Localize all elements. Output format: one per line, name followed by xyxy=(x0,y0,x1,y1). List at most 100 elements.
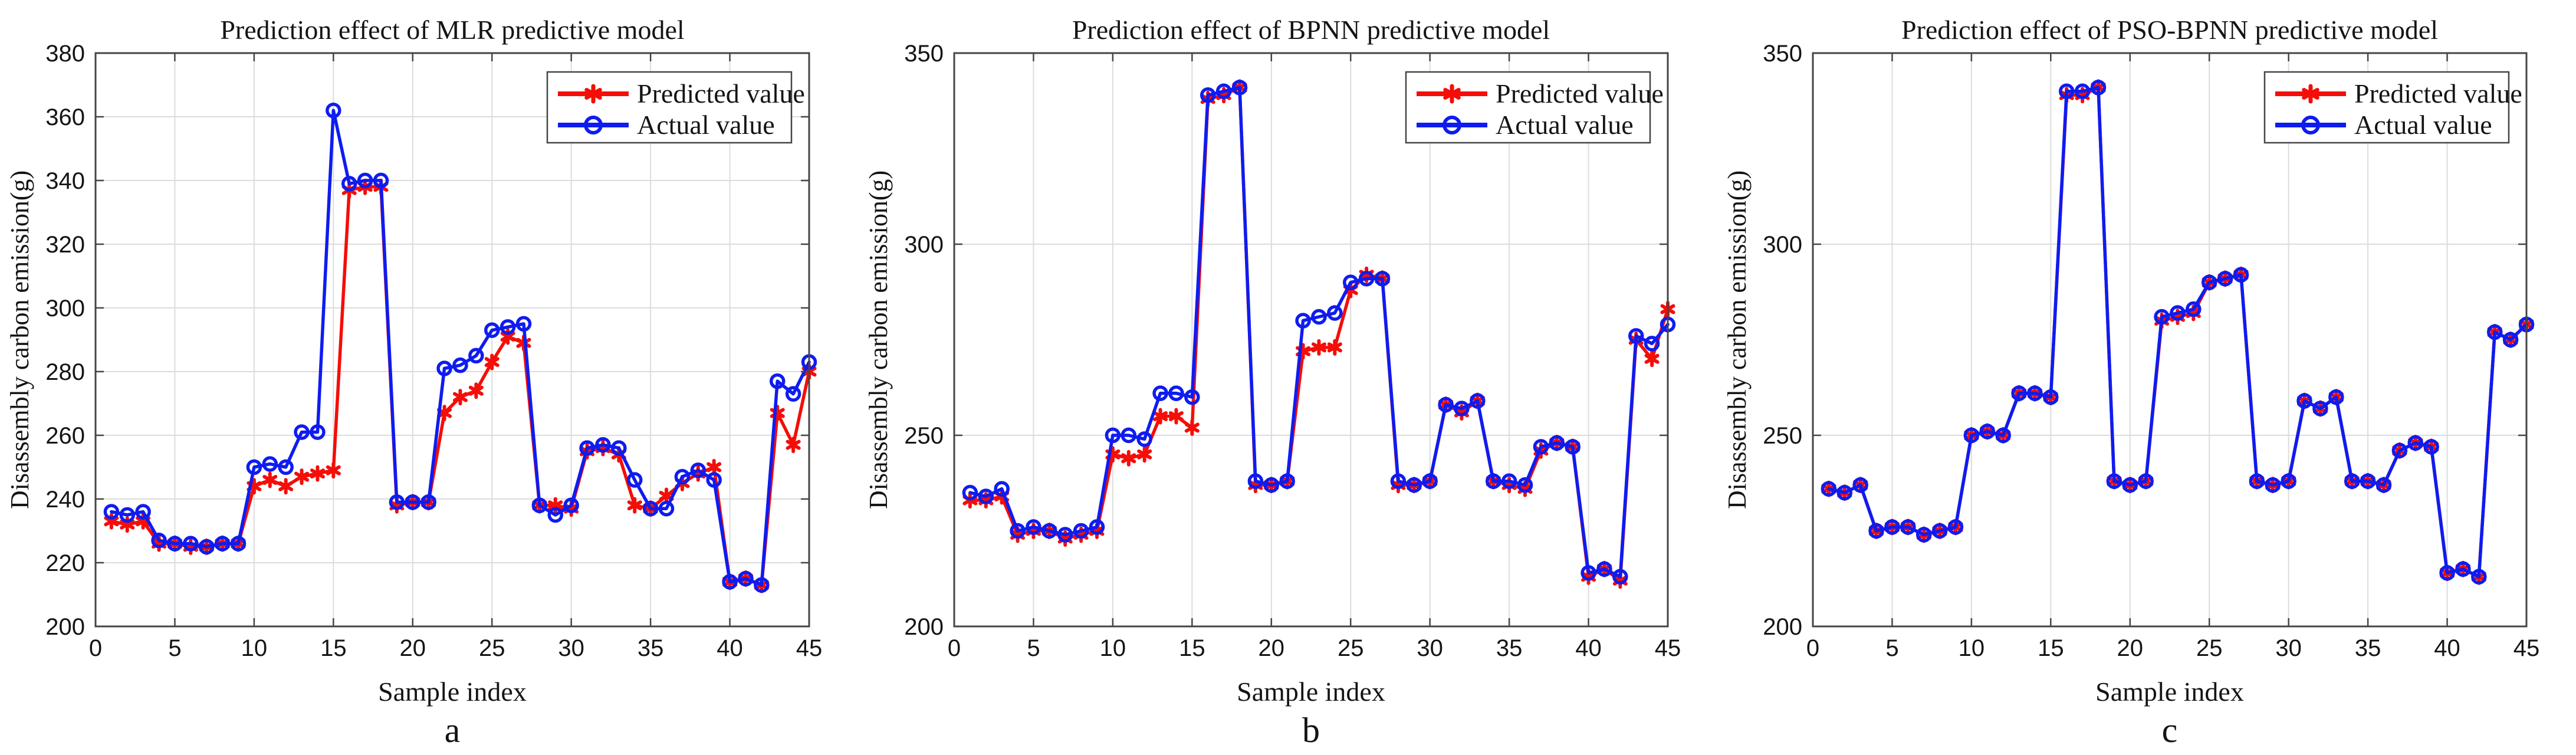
actual-point xyxy=(1089,519,1105,535)
actual-point xyxy=(2074,83,2091,100)
actual-point xyxy=(167,536,183,552)
actual-point xyxy=(1836,484,1853,501)
predicted-point xyxy=(278,478,294,495)
y-tick-label: 350 xyxy=(1763,41,1802,67)
actual-point xyxy=(1644,336,1660,352)
actual-point xyxy=(1628,328,1644,344)
legend-asterisk-marker-icon xyxy=(2302,84,2319,104)
predicted-point xyxy=(452,389,468,406)
actual-point xyxy=(2186,301,2202,317)
predicted-point xyxy=(1184,419,1200,436)
actual-point xyxy=(2154,308,2170,325)
actual-point xyxy=(994,481,1010,497)
actual-point xyxy=(785,386,801,402)
y-tick-label: 260 xyxy=(45,423,85,449)
actual-point xyxy=(198,539,215,555)
y-axis-label: Disassembly carbon emission(g) xyxy=(5,170,34,509)
actual-series xyxy=(962,80,1676,585)
actual-point xyxy=(1105,427,1121,444)
y-tick-label: 380 xyxy=(45,41,85,67)
actual-point xyxy=(2439,565,2455,581)
panel-letter: b xyxy=(1302,711,1320,750)
y-tick-label: 280 xyxy=(45,359,85,385)
actual-point xyxy=(389,494,405,510)
actual-point xyxy=(484,322,500,339)
y-tick-label: 200 xyxy=(45,614,85,640)
actual-point xyxy=(579,440,595,456)
actual-point xyxy=(2265,477,2281,493)
actual-point xyxy=(405,494,421,510)
actual-point xyxy=(738,570,754,587)
legend-predicted-label: Predicted value xyxy=(2354,78,2522,109)
y-tick-label: 350 xyxy=(904,41,944,67)
tick-labels: 0 5 10 15 20 25 30 35 40 45 200 250 300 350 xyxy=(904,41,1681,661)
actual-point xyxy=(500,319,516,335)
x-tick-label: 35 xyxy=(2355,635,2381,661)
predicted-point xyxy=(1168,408,1184,425)
actual-point xyxy=(2344,473,2360,490)
predicted-series xyxy=(1821,79,2534,585)
tick-labels: 0 5 10 15 20 25 30 35 40 45 200 220 240 260 280 300 320 3… xyxy=(45,41,822,661)
actual-point xyxy=(1390,473,1407,490)
actual-point xyxy=(2090,80,2107,96)
actual-point xyxy=(1026,519,1041,535)
actual-point xyxy=(531,497,548,514)
actual-point xyxy=(1184,389,1200,405)
x-tick-label: 40 xyxy=(1575,635,1602,661)
actual-point xyxy=(1041,523,1057,539)
actual-point xyxy=(1057,527,1073,543)
x-tick-label: 15 xyxy=(2038,635,2064,661)
actual-point xyxy=(2249,473,2265,490)
actual-point xyxy=(1136,431,1152,447)
y-tick-label: 250 xyxy=(1763,423,1802,449)
x-tick-label: 0 xyxy=(89,635,102,661)
actual-point xyxy=(1311,308,1327,325)
actual-point xyxy=(1581,565,1596,581)
actual-point xyxy=(310,424,326,440)
mlr-chart: 0 5 10 15 20 25 30 35 40 45 200 220 240 260 280 300 320 3… xyxy=(5,15,822,750)
legend-predicted-label: Predicted value xyxy=(1496,78,1664,109)
actual-point xyxy=(151,532,167,549)
actual-point xyxy=(1152,385,1168,401)
actual-point xyxy=(436,360,452,376)
actual-point xyxy=(135,504,151,520)
predicted-point xyxy=(326,462,341,479)
actual-point xyxy=(1517,477,1533,493)
actual-point xyxy=(119,507,136,523)
actual-point xyxy=(2296,393,2312,409)
y-tick-label: 300 xyxy=(904,232,944,258)
actual-point xyxy=(2391,442,2408,459)
actual-point xyxy=(2011,385,2027,401)
predicted-point xyxy=(1311,339,1326,356)
panel-letter: c xyxy=(2162,711,2178,750)
actual-point xyxy=(1438,396,1454,413)
actual-point xyxy=(2122,477,2138,493)
x-tick-label: 10 xyxy=(1100,635,1126,661)
actual-series xyxy=(103,102,817,593)
x-tick-label: 35 xyxy=(1496,635,1523,661)
x-tick-label: 15 xyxy=(1179,635,1205,661)
x-tick-label: 5 xyxy=(1885,635,1898,661)
actual-point xyxy=(754,577,770,593)
actual-point xyxy=(1454,401,1470,416)
actual-point xyxy=(978,488,994,504)
actual-point xyxy=(2201,274,2217,291)
x-tick-label: 30 xyxy=(2275,635,2302,661)
actual-point xyxy=(658,500,675,517)
predicted-point xyxy=(262,471,278,488)
actual-point xyxy=(1884,519,1900,535)
x-tick-label: 25 xyxy=(2196,635,2223,661)
y-tick-label: 320 xyxy=(45,232,85,258)
actual-point xyxy=(2486,324,2503,340)
predicted-point xyxy=(1121,449,1136,467)
actual-point xyxy=(1947,519,1964,535)
x-axis-label: Sample index xyxy=(378,677,527,707)
legend-circle-marker-icon xyxy=(1443,116,1461,134)
actual-point xyxy=(2058,83,2075,100)
x-tick-label: 45 xyxy=(796,635,823,661)
y-tick-label: 360 xyxy=(45,104,85,130)
actual-point xyxy=(1121,427,1137,444)
actual-point xyxy=(1979,424,1996,439)
